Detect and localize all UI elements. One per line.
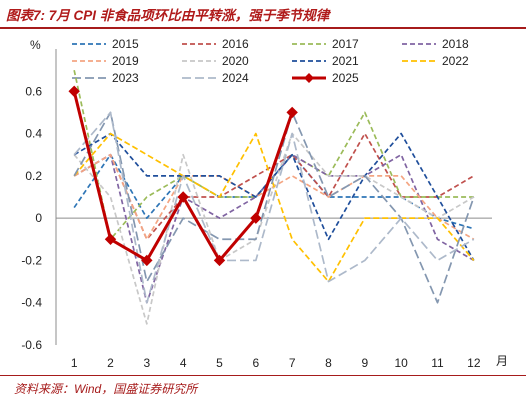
series-marker-2025 [177,191,189,203]
y-axis-unit-label: % [30,38,41,52]
legend-label: 2023 [112,71,139,85]
legend-marker [304,73,314,83]
legend-label: 2015 [112,37,139,51]
legend-label: 2016 [222,37,249,51]
legend-item-2023: 2023 [72,71,139,85]
x-tick-label: 12 [467,356,481,370]
y-tick-label: 0 [35,211,42,225]
x-tick-label: 6 [252,356,259,370]
x-tick-label: 7 [289,356,296,370]
series-marker-2025 [286,106,298,119]
legend-item-2024: 2024 [182,71,249,85]
legend-label: 2018 [442,37,469,51]
x-tick-label: 4 [180,356,187,370]
x-tick-label: 5 [216,356,223,370]
y-tick-label: 0.6 [25,84,42,98]
source-note: 资料来源：Wind，国盛证券研究所 [14,382,198,396]
x-tick-label: 1 [71,356,78,370]
y-tick-label: -0.6 [21,338,42,352]
legend-item-2018: 2018 [402,37,469,51]
series-marker-2025 [213,254,226,267]
legend-label: 2022 [442,54,469,68]
chart-title: 图表7: 7月 CPI 非食品项环比由平转涨，强于季节规律 [6,8,330,23]
legend-item-2025: 2025 [292,71,359,85]
x-tick-label: 10 [394,356,408,370]
series-marker-2025 [68,85,80,97]
x-axis-unit-label: 月 [496,354,508,368]
series-marker-2025 [141,254,153,267]
legend-label: 2024 [222,71,249,85]
legend-item-2016: 2016 [182,37,249,51]
x-tick-label: 2 [107,356,114,370]
y-tick-label: -0.4 [21,296,42,310]
series-lines [68,69,475,325]
legend-label: 2025 [332,71,359,85]
legend-item-2017: 2017 [292,37,359,51]
x-tick-label: 11 [431,356,444,370]
legend-label: 2020 [222,54,249,68]
source-rule [0,375,526,376]
legend: 2015 2016 2017 2018 2019 2020 2021 2022 2023 2024… [72,37,469,85]
legend-item-2022: 2022 [402,54,469,68]
legend-label: 2017 [332,37,359,51]
y-tick-label: 0.2 [25,169,42,183]
series-line-2024 [73,111,475,304]
x-tick-label: 8 [325,356,332,370]
legend-item-2020: 2020 [182,54,249,68]
legend-item-2021: 2021 [292,54,359,68]
legend-label: 2021 [332,54,359,68]
legend-item-2019: 2019 [72,54,139,68]
series-marker-2025 [250,212,262,224]
legend-item-2015: 2015 [72,37,139,51]
x-tick-label: 3 [143,356,150,370]
x-tick-label: 9 [361,356,368,370]
series-line-2023 [73,111,475,304]
legend-label: 2019 [112,54,139,68]
series-line-2022 [73,132,475,283]
title-rule [0,27,526,29]
y-tick-label: -0.2 [21,253,42,267]
y-tick-label: 0.4 [25,127,42,141]
axes: %-0.6-0.4-0.200.20.40.61 2 3 4 5 6 7 8 9 10 11 12 月 [21,38,508,370]
series-marker-2025 [104,233,117,245]
